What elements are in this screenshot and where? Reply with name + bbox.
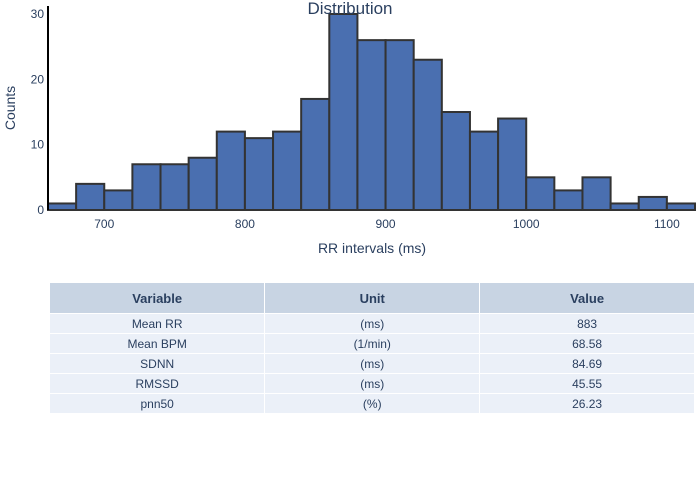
histogram-bar — [47, 202, 78, 211]
table-row: SDNN (ms) 84.69 — [50, 353, 695, 374]
histogram-bar — [412, 58, 443, 211]
y-tick-label: 30 — [31, 7, 45, 21]
y-tick-label: 0 — [37, 203, 44, 217]
cell-value: 45.55 — [479, 373, 695, 394]
histogram-chart: 0 10 20 30 700 800 900 1000 1100 Distribution R… — [2, 0, 697, 256]
table-row: RMSSD (ms) 45.55 — [50, 373, 695, 394]
histogram-bar — [300, 97, 331, 211]
histogram-bar — [103, 189, 134, 211]
y-axis-label: Counts — [2, 86, 18, 130]
column-header-value: Value — [479, 283, 695, 314]
histogram-bar — [665, 202, 697, 211]
histogram-bar — [328, 13, 359, 211]
table-row: pnn50 (%) 26.23 — [50, 393, 695, 414]
x-tick-label: 800 — [235, 217, 255, 231]
cell-unit: (ms) — [264, 373, 481, 394]
column-header-variable: Variable — [50, 283, 266, 314]
histogram-bar — [440, 111, 471, 211]
x-tick-label: 1100 — [654, 217, 680, 231]
cell-value: 68.58 — [479, 333, 695, 354]
histogram-bars — [47, 13, 697, 212]
x-tick-labels: 700 800 900 1000 1100 — [94, 217, 680, 231]
x-axis-label: RR intervals (ms) — [318, 240, 426, 256]
cell-variable: pnn50 — [50, 393, 266, 414]
histogram-bar — [468, 130, 500, 212]
cell-unit: (%) — [264, 393, 481, 414]
cell-unit: (1/min) — [264, 333, 481, 354]
cell-value: 883 — [479, 313, 695, 334]
histogram-bar — [272, 130, 303, 212]
histogram-bar — [581, 176, 612, 211]
cell-value: 84.69 — [479, 353, 695, 374]
histogram-bar — [553, 189, 584, 211]
histogram-bar — [159, 163, 190, 211]
histogram-bar — [75, 182, 106, 212]
histogram-bar — [384, 39, 415, 212]
x-tick-label: 1000 — [513, 217, 540, 231]
histogram-bar — [215, 130, 246, 212]
cell-variable: RMSSD — [50, 373, 266, 394]
cell-variable: Mean RR — [50, 313, 266, 334]
cell-unit: (ms) — [264, 313, 481, 334]
cell-value: 26.23 — [479, 393, 695, 414]
y-tick-labels: 0 10 20 30 — [31, 7, 45, 217]
histogram-bar — [497, 117, 528, 211]
histogram-bar — [131, 163, 162, 211]
cell-variable: SDNN — [50, 353, 266, 374]
histogram-bar — [187, 156, 218, 212]
cell-unit: (ms) — [264, 353, 481, 374]
table-row: Mean BPM (1/min) 68.58 — [50, 333, 695, 354]
y-tick-label: 20 — [31, 72, 45, 86]
column-header-unit: Unit — [264, 283, 481, 314]
x-tick-label: 700 — [94, 217, 114, 231]
histogram-bar — [356, 39, 387, 212]
cell-variable: Mean BPM — [50, 333, 266, 354]
chart-title: Distribution — [307, 0, 392, 18]
histogram-bar — [525, 176, 556, 211]
histogram-bar — [609, 202, 640, 211]
histogram-bar — [243, 137, 275, 211]
table-row: Mean RR (ms) 883 — [50, 313, 695, 334]
hrv-statistics-table: Variable Unit Value Mean RR (ms) 883 Mea… — [50, 283, 695, 414]
x-tick-label: 900 — [376, 217, 396, 231]
histogram-bar — [637, 195, 668, 212]
table-header-row: Variable Unit Value — [50, 283, 695, 314]
y-tick-label: 10 — [31, 138, 45, 152]
